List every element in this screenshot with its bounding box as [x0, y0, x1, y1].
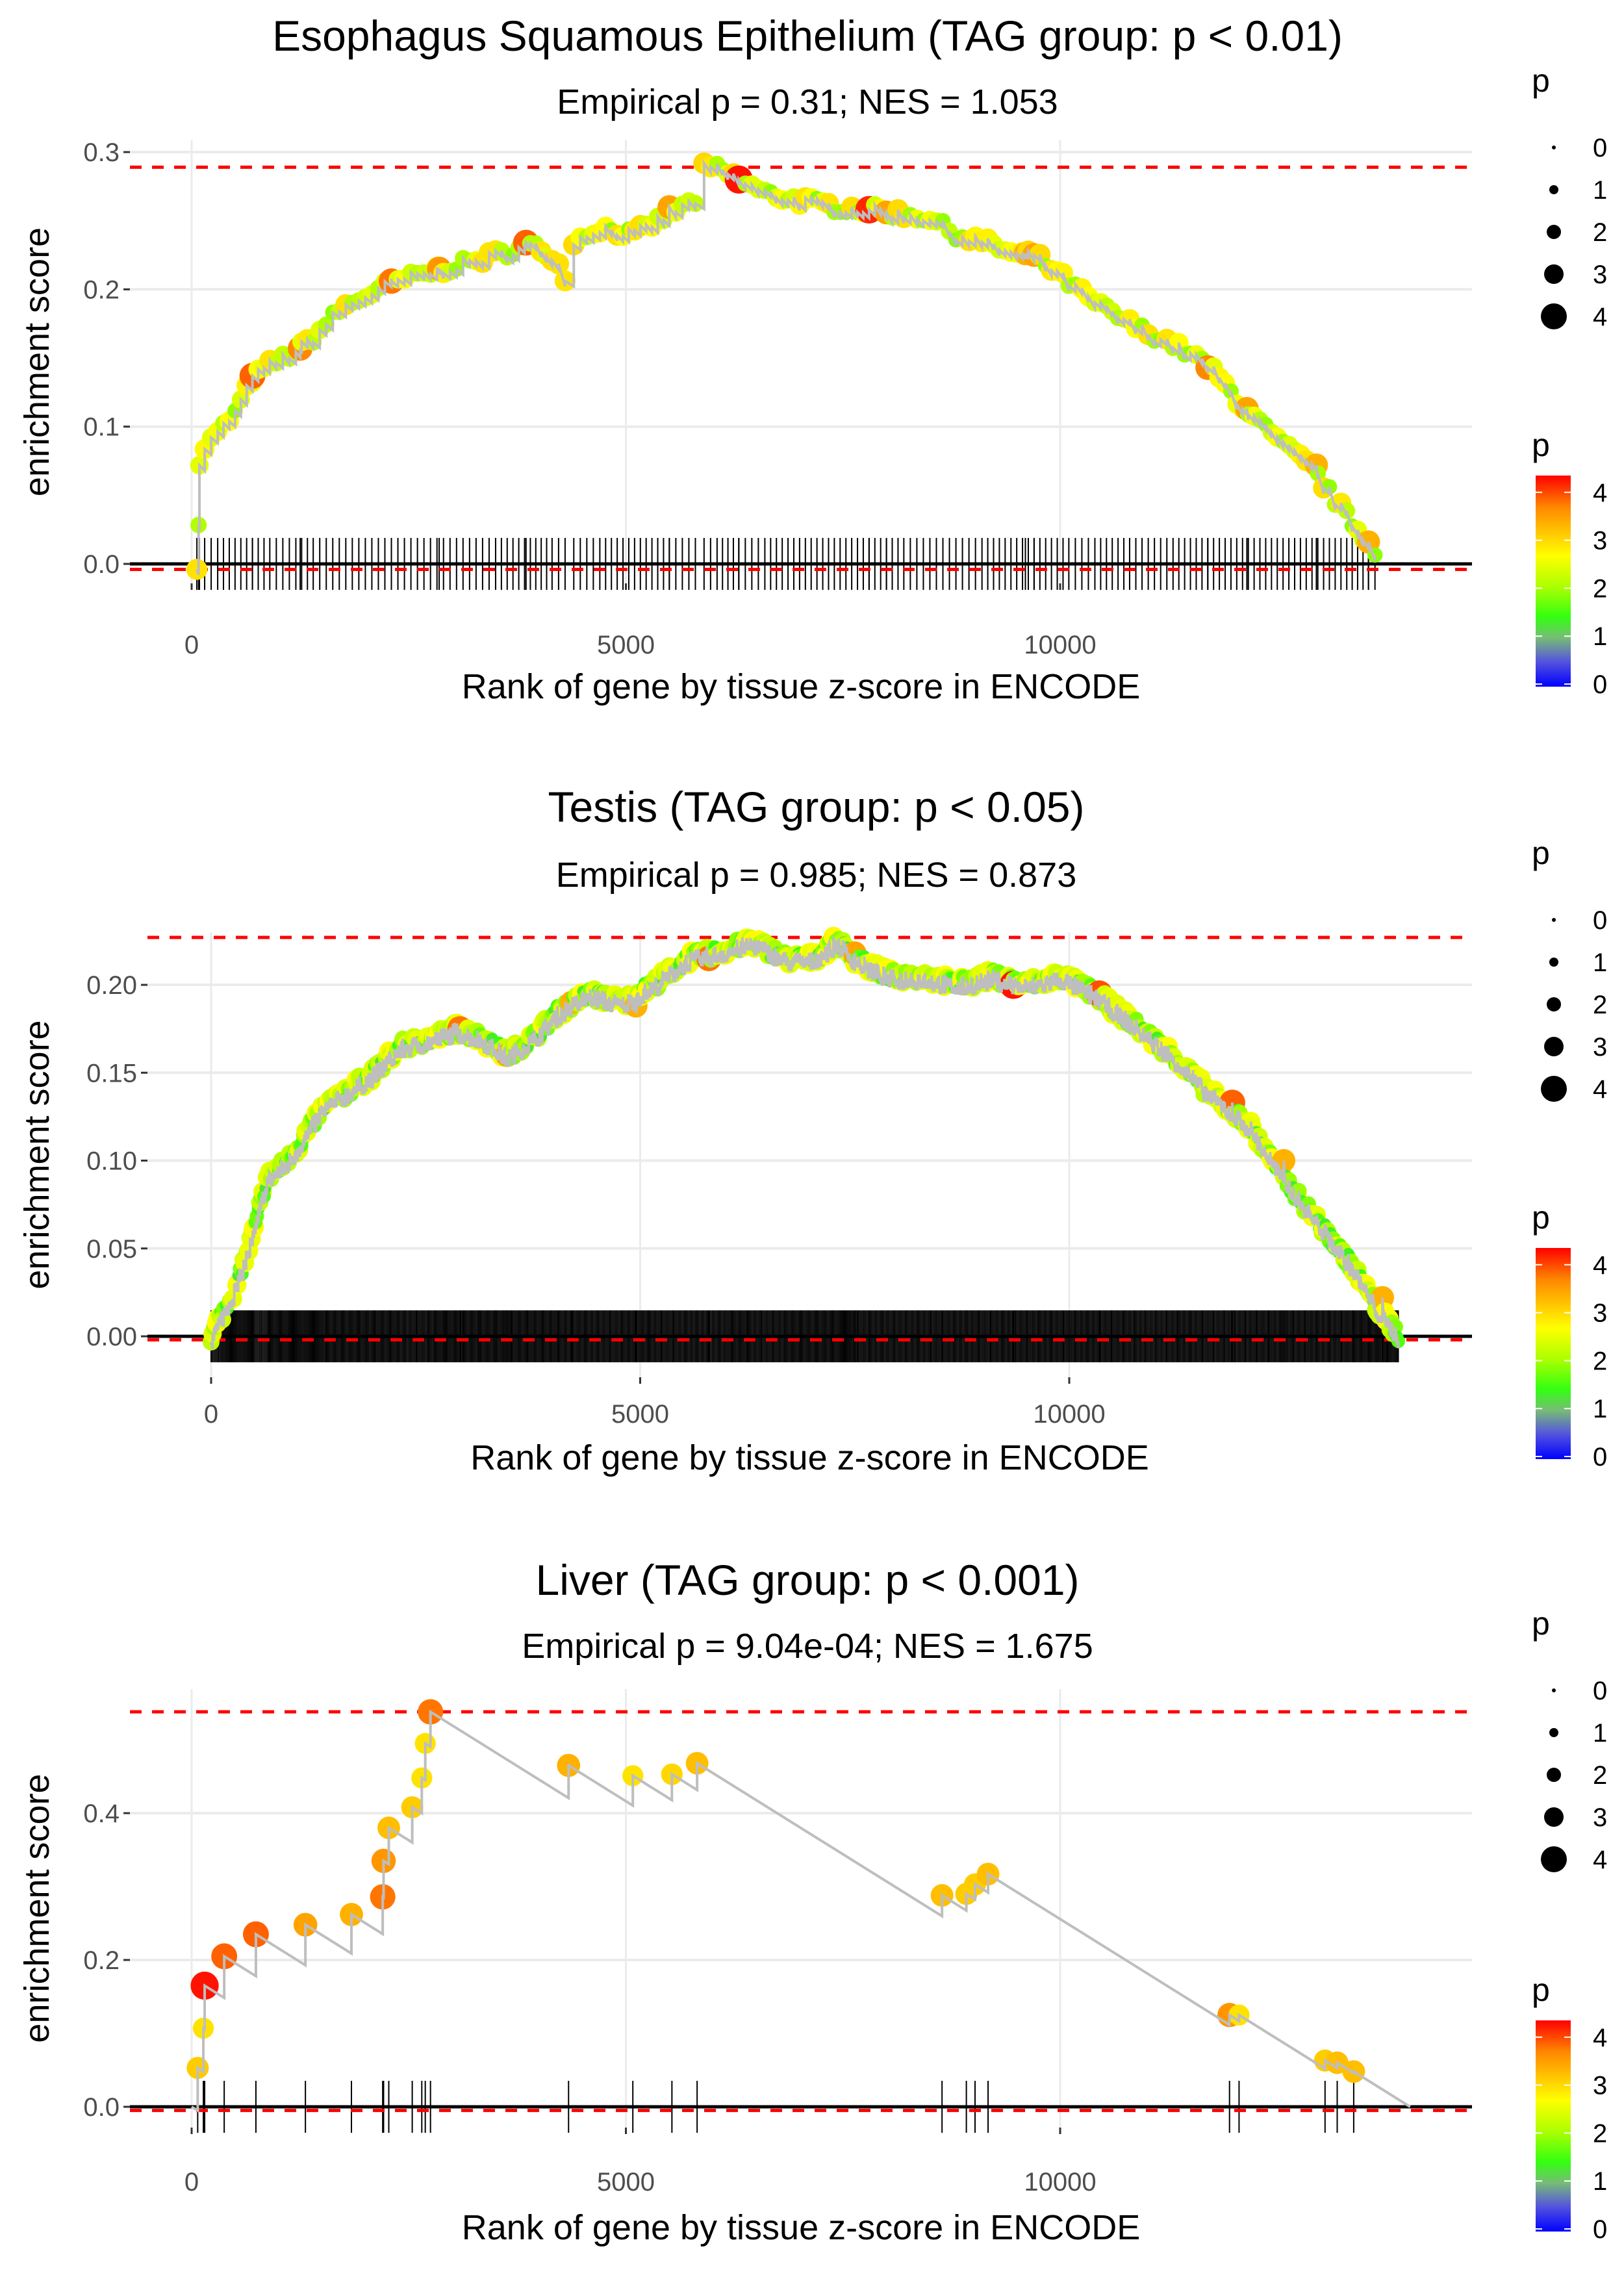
- color-legend-title: p: [1532, 1972, 1550, 2008]
- y-tick-label: 0.00: [86, 1323, 137, 1351]
- colorbar-label: 0: [1593, 2215, 1607, 2244]
- size-legend-label: 0: [1593, 1677, 1607, 1705]
- colorbar-label: 0: [1593, 670, 1607, 699]
- size-legend-dot: [1541, 303, 1567, 329]
- es-line: [210, 936, 1400, 1350]
- size-legend-label: 2: [1593, 1761, 1607, 1790]
- size-legend-label: 0: [1593, 134, 1607, 162]
- size-legend-label: 2: [1593, 218, 1607, 247]
- size-legend-dot: [1552, 146, 1556, 149]
- x-tick-label: 0: [184, 631, 199, 659]
- y-tick-label: 0.2: [83, 1946, 120, 1975]
- size-legend-dot: [1547, 1768, 1561, 1782]
- size-legend-dot: [1541, 1076, 1567, 1102]
- x-tick-label: 10000: [1024, 2168, 1096, 2196]
- size-legend-dot: [1552, 1688, 1556, 1692]
- size-legend-label: 3: [1593, 1803, 1607, 1832]
- colorbar-label: 4: [1593, 479, 1607, 507]
- y-tick-label: 0.3: [83, 138, 120, 167]
- size-legend-label: 1: [1593, 948, 1607, 977]
- colorbar-label: 1: [1593, 622, 1607, 651]
- chart-subtitle: Empirical p = 0.31; NES = 1.053: [557, 83, 1058, 121]
- y-tick-label: 0.05: [86, 1235, 137, 1264]
- x-tick-label: 5000: [611, 1400, 669, 1429]
- chart-title: Liver (TAG group: p < 0.001): [535, 1556, 1079, 1604]
- panel-1: Esophagus Squamous Epithelium (TAG group…: [18, 12, 1607, 706]
- y-tick-label: 0.0: [83, 550, 120, 579]
- y-axis-label: enrichment score: [18, 1020, 57, 1289]
- y-tick-label: 0.15: [86, 1059, 137, 1088]
- colorbar-label: 2: [1593, 2119, 1607, 2148]
- colorbar-label: 3: [1593, 2072, 1607, 2100]
- colorbar-label: 2: [1593, 574, 1607, 603]
- chart-title: Esophagus Squamous Epithelium (TAG group…: [272, 12, 1343, 60]
- panel-2: Testis (TAG group: p < 0.05) Empirical p …: [18, 783, 1607, 1477]
- colorbar-label: 4: [1593, 1251, 1607, 1280]
- colorbar-label: 3: [1593, 527, 1607, 555]
- legend: p 0 1 2 3 4 p 4 3 2 1 0: [1532, 835, 1607, 1471]
- colorbar-label: 0: [1593, 1443, 1607, 1471]
- y-tick-label: 0.10: [86, 1147, 137, 1176]
- colorbar: [1536, 1248, 1571, 1459]
- size-legend-label: 1: [1593, 176, 1607, 205]
- size-legend-label: 3: [1593, 1033, 1607, 1062]
- x-axis-label: Rank of gene by tissue z-score in ENCODE: [462, 2208, 1140, 2247]
- size-legend-label: 2: [1593, 991, 1607, 1019]
- size-legend-label: 4: [1593, 1846, 1607, 1874]
- x-axis-label: Rank of gene by tissue z-score in ENCODE: [470, 1438, 1148, 1477]
- colorbar-label: 1: [1593, 2167, 1607, 2196]
- colorbar: [1536, 2020, 1571, 2232]
- size-legend-dot: [1552, 918, 1556, 922]
- chart-title: Testis (TAG group: p < 0.05): [548, 783, 1085, 831]
- size-legend-dot: [1544, 264, 1564, 284]
- es-points: [202, 926, 1406, 1351]
- x-tick-label: 0: [184, 2168, 199, 2196]
- size-legend-label: 4: [1593, 303, 1607, 331]
- panel-3: Liver (TAG group: p < 0.001) Empirical p …: [18, 1556, 1607, 2247]
- colorbar: [1536, 476, 1571, 687]
- size-legend-label: 0: [1593, 906, 1607, 935]
- colorbar-label: 4: [1593, 2024, 1607, 2052]
- x-tick-label: 5000: [597, 631, 655, 659]
- y-axis-label: enrichment score: [18, 1774, 57, 2042]
- size-legend-title: p: [1532, 1605, 1550, 1642]
- color-legend-title: p: [1532, 1199, 1550, 1236]
- size-legend-dot: [1544, 1807, 1564, 1827]
- y-tick-label: 0.0: [83, 2093, 120, 2122]
- size-legend-dot: [1547, 997, 1561, 1011]
- size-legend-label: 4: [1593, 1075, 1607, 1104]
- y-axis-label: enrichment score: [18, 227, 57, 496]
- es-points: [186, 1699, 1365, 2083]
- legend: p 0 1 2 3 4 p 4 3 2 1 0: [1532, 62, 1607, 699]
- y-tick-label: 0.4: [83, 1800, 120, 1828]
- size-legend-dot: [1549, 185, 1558, 194]
- size-legend-label: 3: [1593, 261, 1607, 289]
- y-tick-label: 0.1: [83, 413, 120, 442]
- size-legend-title: p: [1532, 62, 1550, 99]
- x-tick-label: 10000: [1033, 1400, 1105, 1429]
- colorbar-label: 1: [1593, 1395, 1607, 1423]
- size-legend-dot: [1549, 958, 1558, 967]
- x-tick-label: 0: [204, 1400, 218, 1429]
- size-legend-label: 1: [1593, 1719, 1607, 1748]
- colorbar-label: 3: [1593, 1299, 1607, 1328]
- colorbar-label: 2: [1593, 1347, 1607, 1375]
- size-legend-dot: [1541, 1846, 1567, 1872]
- y-tick-label: 0.20: [86, 971, 137, 1000]
- y-tick-label: 0.2: [83, 275, 120, 304]
- chart-subtitle: Empirical p = 9.04e-04; NES = 1.675: [522, 1627, 1093, 1666]
- x-axis-label: Rank of gene by tissue z-score in ENCODE: [462, 667, 1140, 706]
- chart-subtitle: Empirical p = 0.985; NES = 0.873: [556, 856, 1076, 895]
- x-tick-label: 5000: [597, 2168, 655, 2196]
- size-legend-dot: [1544, 1037, 1564, 1056]
- x-tick-label: 10000: [1024, 631, 1096, 659]
- size-legend-title: p: [1532, 835, 1550, 871]
- es-line: [190, 1709, 1411, 2113]
- size-legend-dot: [1549, 1728, 1558, 1737]
- legend: p 0 1 2 3 4 p 4 3 2 1 0: [1532, 1605, 1607, 2244]
- es-line: [196, 159, 1377, 576]
- size-legend-dot: [1547, 225, 1561, 239]
- color-legend-title: p: [1532, 427, 1550, 463]
